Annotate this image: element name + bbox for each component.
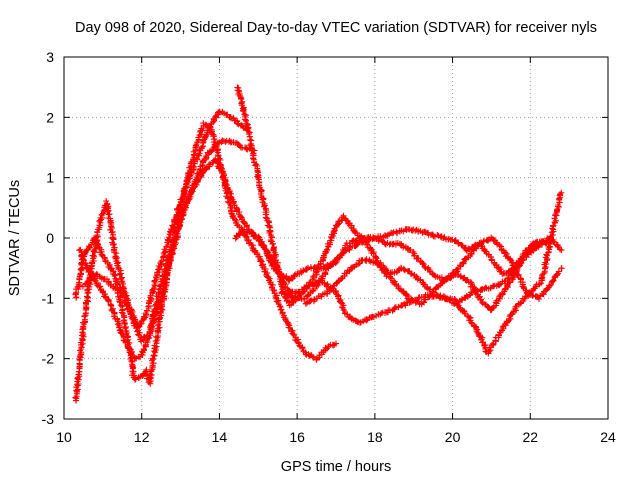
series-track-4 [79,120,339,387]
y-tick-label: -2 [42,351,55,367]
y-tick-label: 2 [46,109,54,125]
series-track-1 [72,108,250,404]
y-tick-label: -3 [42,411,55,427]
x-tick-label: 10 [56,429,72,445]
series-marks-5 [234,84,565,357]
x-tick-label: 16 [289,429,305,445]
y-tick-label: -1 [42,290,55,306]
x-tick-label: 24 [600,429,616,445]
plot-frame [63,56,609,420]
series-track-5 [234,84,565,357]
series-track-9 [302,238,553,314]
series-track-2 [72,137,258,345]
x-tick-label: 12 [134,429,150,445]
y-tick-label: 3 [46,49,54,65]
series-marks-2 [72,137,258,345]
y-axis-label: SDTVAR / TECUs [7,180,23,296]
x-axis-label: GPS time / hours [281,459,391,475]
series-marks-4 [79,120,339,387]
chart-title: Day 098 of 2020, Sidereal Day-to-day VTE… [75,20,597,36]
x-tick-label: 20 [445,429,461,445]
x-tick-label: 14 [212,429,228,445]
x-tick-label: 22 [522,429,538,445]
series-marks-9 [302,238,553,314]
grid [64,57,608,419]
y-tick-label: 1 [46,170,54,186]
y-tick-label: 0 [46,230,54,246]
series-group [72,84,565,404]
x-tick-label: 18 [367,429,383,445]
series-marks-1 [72,108,250,404]
